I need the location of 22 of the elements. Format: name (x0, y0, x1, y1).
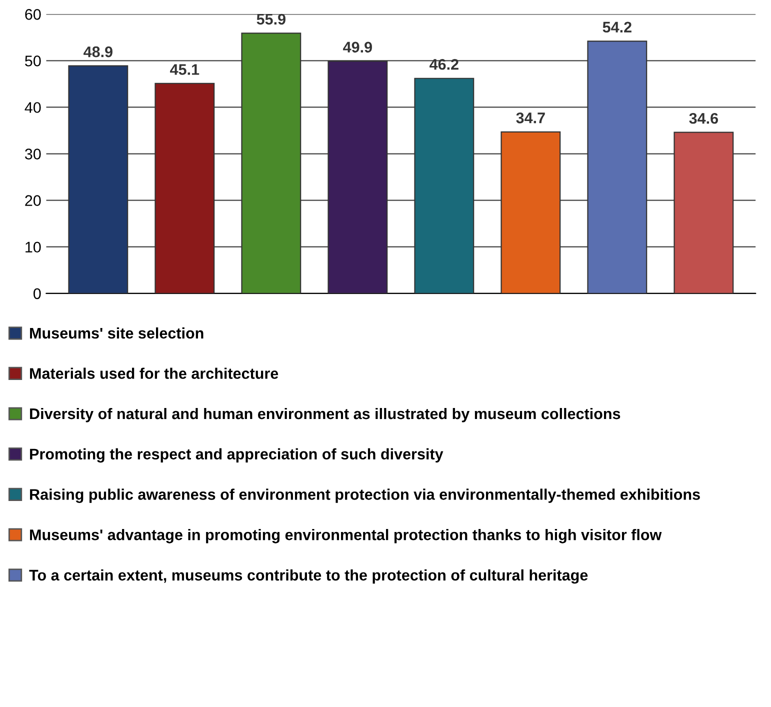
legend-label: Museums' advantage in promoting environmental protection thanks to high visitor flow (30, 529, 662, 544)
data-label: 34.6 (689, 112, 718, 124)
data-label: 54.2 (602, 22, 632, 33)
legend-label: Diversity of natural and human environment as illustrated by museum collections (30, 408, 620, 422)
y-tick-label: 60 (25, 9, 41, 20)
data-label: 45.1 (170, 64, 200, 75)
data-label: 46.2 (430, 58, 458, 70)
y-tick-label: 40 (24, 102, 41, 113)
legend-label: To a certain extent, museums contribute to the protection of cultural heritage (29, 569, 588, 584)
legend-label: Raising public awareness of environment protection via environmentally-themed exhibitions (30, 488, 700, 503)
data-label: 49.9 (343, 42, 372, 53)
data-label: 55.9 (256, 14, 286, 25)
data-label: 48.9 (84, 46, 112, 58)
data-label: 34.7 (516, 112, 545, 124)
y-tick-label: 10 (26, 242, 41, 253)
legend-label: Materials used for the architecture (30, 368, 278, 379)
legend-label: Promoting the respect and appreciation of such diversity (30, 448, 444, 463)
y-tick-label: 20 (25, 195, 41, 206)
y-tick-label: 30 (24, 148, 41, 160)
y-tick-label: 50 (25, 56, 41, 66)
y-tick-label: 0 (34, 288, 41, 300)
legend-label: Museums' site selection (30, 327, 204, 339)
